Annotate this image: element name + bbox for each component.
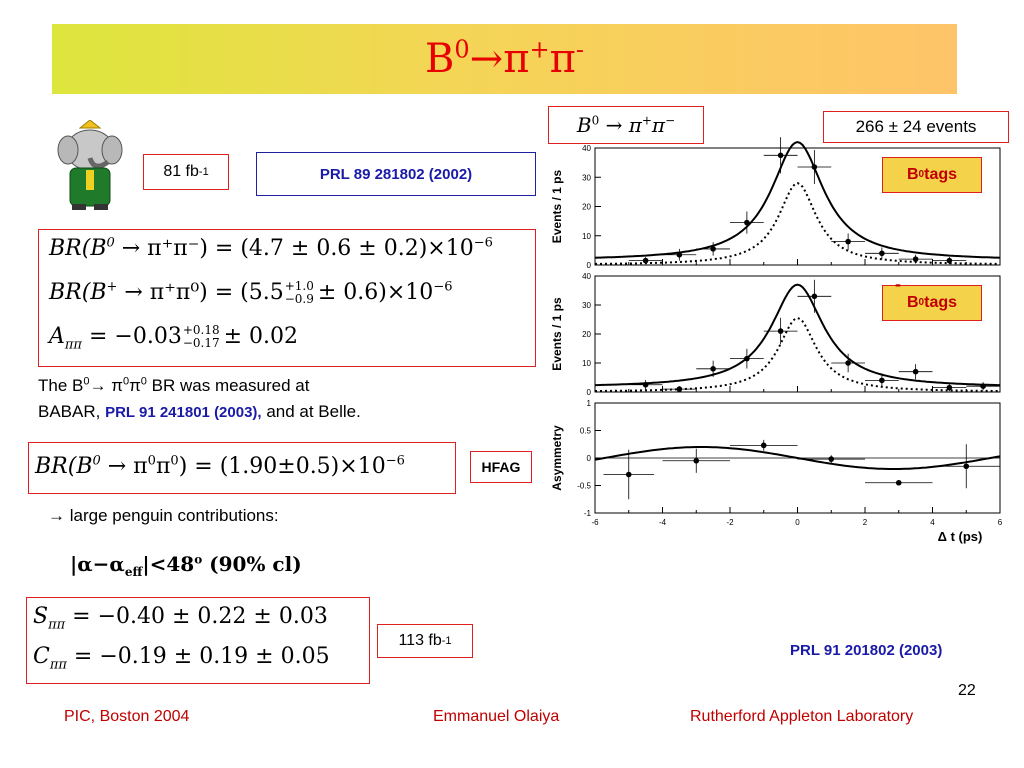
x-tick-label: 4	[930, 518, 935, 527]
y-tick-label: -1	[584, 509, 592, 518]
x-axis-label: Δ t (ps)	[938, 529, 983, 544]
y-tick-label: 10	[582, 232, 591, 241]
arrow-icon: →	[48, 506, 65, 525]
luminosity-113-label: 113 fb -1	[377, 624, 473, 658]
data-point	[744, 219, 750, 226]
br-pipi0-formula: BR(B+ → π⁺π⁰) = (5.5 +1.0 −0.9 ± 0.6)×10−6	[49, 279, 453, 306]
y-tick-label: -0.5	[577, 482, 591, 491]
penguin-text: → large penguin contributions:	[48, 506, 279, 525]
page-number: 22	[958, 682, 976, 699]
data-point	[710, 366, 716, 372]
c-pipi-formula: Cππ = −0.19 ± 0.19 ± 0.05	[33, 644, 330, 673]
x-tick-label: -2	[726, 518, 734, 527]
x-tick-label: 6	[998, 518, 1003, 527]
data-point	[946, 257, 953, 264]
data-point	[625, 471, 632, 478]
y-tick-label: 0.5	[580, 427, 592, 436]
slide-title: B0→π+π-	[424, 35, 584, 82]
data-point	[676, 386, 683, 392]
data-point	[693, 457, 700, 464]
acp-pipi-formula: Aππ = −0.03 +0.18 −0.17 ± 0.02	[49, 323, 299, 353]
y-tick-label: 0	[587, 261, 592, 270]
br-pi0pi0-formula-box: BR(B0 → π0π0) = (1.90±0.5)×10−6	[28, 442, 456, 494]
br-formula-box: BR(B0 → π⁺π⁻) = (4.7 ± 0.6 ± 0.2)×10−6 B…	[38, 229, 536, 367]
data-point	[676, 251, 683, 258]
footer-conference: PIC, Boston 2004	[64, 708, 190, 725]
data-point	[760, 442, 767, 449]
data-point	[845, 360, 851, 366]
br-pipi-formula: BR(B0 → π⁺π⁻) = (4.7 ± 0.6 ± 0.2)×10−6	[49, 235, 493, 261]
y-tick-label: 30	[582, 301, 591, 310]
y-tick-label: 20	[582, 330, 591, 339]
data-point	[777, 152, 784, 159]
y-tick-label: 30	[582, 173, 591, 182]
hfag-label: HFAG	[470, 451, 532, 483]
y-axis-label: Events / 1 ps	[550, 297, 564, 371]
pi0pi0-text: The B0→ π0π0 BR was measured at BABAR, P…	[38, 375, 361, 421]
y-tick-label: 0	[587, 454, 592, 463]
x-tick-label: 0	[795, 518, 800, 527]
data-point	[811, 164, 818, 170]
reference-prl91-201802: PRL 91 201802 (2003)	[790, 642, 943, 659]
data-point	[879, 377, 885, 384]
x-tick-label: -6	[591, 518, 599, 527]
title-bar: B0→π+π-	[52, 24, 957, 94]
x-tick-label: 2	[863, 518, 868, 527]
data-point	[946, 384, 953, 391]
y-tick-label: 40	[582, 272, 591, 281]
x-tick-label: -4	[659, 518, 667, 527]
footer-author: Emmanuel Olaiya	[433, 708, 560, 725]
data-point	[912, 256, 919, 262]
data-point	[845, 238, 851, 245]
data-point	[879, 250, 885, 257]
br-pi0pi0-formula: BR(B0 → π0π0) = (1.90±0.5)×10−6	[35, 453, 405, 479]
babar-mascot-image	[57, 120, 123, 210]
plot-decay-label: B0 → π+π−	[548, 106, 704, 144]
data-point	[777, 328, 784, 334]
data-point	[828, 456, 835, 462]
data-point	[895, 479, 902, 486]
y-tick-label: 20	[582, 203, 591, 212]
data-point	[642, 381, 649, 388]
reference-prl91-241801: PRL 91 241801 (2003),	[105, 404, 262, 421]
bar-mark: -	[895, 274, 901, 294]
reference-prl89: PRL 89 281802 (2002)	[319, 165, 473, 183]
alpha-eff-limit: |α−αeff|<48o (90% cl)	[70, 552, 302, 579]
reference-prl89-box: PRL 89 281802 (2002)	[256, 152, 536, 196]
total-fit-curve	[594, 141, 1001, 259]
s-pipi-formula: Sππ = −0.40 ± 0.22 ± 0.03	[33, 604, 328, 633]
total-fit-curve	[595, 283, 1000, 387]
signal-fit-curve	[595, 317, 1000, 392]
data-point	[811, 293, 818, 300]
data-point	[710, 246, 716, 252]
data-point	[912, 368, 919, 375]
footer-institution: Rutherford Appleton Laboratory	[690, 708, 914, 725]
y-tick-label: 10	[582, 359, 591, 368]
s-c-formula-box: Sππ = −0.40 ± 0.22 ± 0.03 Cππ = −0.19 ± …	[26, 597, 370, 684]
y-tick-label: 0	[587, 388, 592, 397]
y-tick-label: 40	[582, 144, 591, 153]
y-tick-label: 1	[587, 399, 592, 408]
events-count-label: 266 ± 24 events	[823, 111, 1009, 143]
data-point	[744, 355, 750, 362]
data-point	[980, 383, 986, 390]
data-point	[642, 257, 649, 264]
y-axis-label: Events / 1 ps	[550, 169, 564, 243]
y-axis-label: Asymmetry	[550, 425, 564, 491]
signal-fit-curve	[595, 182, 1000, 265]
asymmetry-fit-curve	[594, 446, 1001, 470]
data-point	[963, 463, 970, 470]
luminosity-81-label: 81 fb -1	[143, 154, 229, 190]
